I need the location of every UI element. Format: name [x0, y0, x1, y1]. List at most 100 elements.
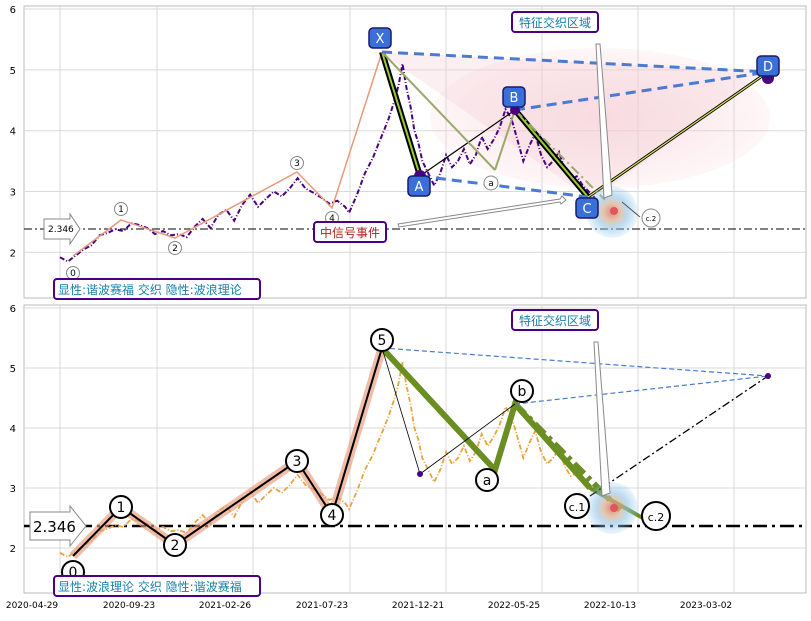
top-sub-c2-circle [641, 208, 661, 228]
top-feature-box [511, 11, 599, 33]
bottom-wave-label: c.1 [569, 501, 586, 514]
y-tick-label: 6 [10, 5, 16, 16]
bottom-wave-marker [109, 495, 133, 519]
top-c2-pointer [621, 201, 641, 218]
bottom-threshold-label: 2.346 [33, 518, 76, 536]
bottom-wave-label: a [483, 473, 492, 489]
bottom-wave-label: b [518, 384, 527, 400]
bottom-feature-label: 特征交织区域 [519, 313, 591, 328]
top-point-label: A [415, 180, 424, 195]
y-tick-label: 3 [10, 484, 16, 495]
top-wave-label: 1 [118, 205, 124, 215]
x-tick-label: 2021-12-21 [392, 601, 444, 611]
top-abcd-labels: X A B C D [368, 27, 780, 219]
top-point-box [575, 197, 599, 219]
top-wave-label: 0 [70, 269, 76, 279]
bottom-target-dot [610, 504, 618, 512]
top-signal-box [313, 221, 387, 243]
top-wave-labels: 0 1 2 3 4 [66, 156, 339, 280]
y-tick-label: 3 [10, 188, 16, 199]
bottom-wave-label: 1 [117, 500, 126, 516]
x-tick-label: 2020-09-23 [103, 601, 155, 611]
top-bc-projection [514, 109, 606, 201]
top-ab-leg [419, 109, 516, 177]
bottom-y-ticks: 2 3 4 5 6 [10, 304, 16, 555]
y-tick-label: 2 [10, 248, 16, 259]
bottom-panel-frame [23, 304, 807, 594]
top-point-box [368, 27, 392, 49]
top-xd-line [381, 50, 769, 74]
top-target-dot [610, 207, 618, 215]
top-ac-line [419, 174, 589, 199]
bottom-wave-label: 5 [378, 333, 387, 349]
top-xb-line [381, 51, 496, 171]
top-threshold-arrow [43, 212, 81, 246]
top-wave-label: 2 [172, 244, 178, 254]
top-price-series [59, 63, 596, 263]
top-wave-marker [290, 156, 304, 170]
x-tick-label: 2021-07-23 [296, 601, 348, 611]
top-signal-arrow [397, 195, 567, 228]
bottom-wave-marker [510, 379, 534, 403]
top-sub-c2-label: c.2 [646, 215, 657, 223]
top-point-label: X [376, 32, 385, 47]
bottom-threshold-arrow [29, 504, 87, 548]
bottom-labels: 0 1 2 3 4 5 a b c.1 c.2 2.346 特征交织区域 显性:波浪理论 交织 隐… [33, 309, 671, 597]
bottom-wave-marker [370, 328, 394, 352]
bottom-a-point [417, 471, 423, 477]
top-xb-line-2 [494, 109, 516, 171]
bottom-wave-marker [285, 449, 309, 473]
bottom-wave-label: 2 [171, 538, 180, 554]
bottom-b-dash [514, 375, 769, 405]
x-tick-label: 2022-05-25 [488, 601, 540, 611]
top-caption: 显性:谐波赛福 交织 隐性:波浪理论 [58, 282, 242, 297]
bottom-wave-marker [163, 533, 187, 557]
top-point-box [502, 86, 526, 108]
top-cd-leg [587, 71, 769, 198]
bottom-caption: 显性:波浪理论 交织 隐性:谐波赛福 [58, 579, 242, 594]
top-wave-marker [114, 202, 128, 216]
y-tick-label: 4 [10, 127, 16, 138]
y-tick-label: 2 [10, 544, 16, 555]
top-caption-box [53, 278, 261, 300]
xcd-triangle [380, 52, 768, 200]
bottom-caption-box [53, 575, 261, 597]
top-sub-a-label: a [488, 179, 494, 189]
top-y-ticks: 2 3 4 5 6 [10, 5, 16, 259]
bottom-upper-dash [381, 347, 769, 377]
top-point-label: C [582, 202, 591, 217]
bottom-wave-labels: 0 1 2 3 4 5 a b c.1 c.2 [61, 328, 671, 584]
x-axis-ticks: 2020-04-29 2020-09-23 2021-02-26 2021-07-23… [6, 601, 732, 611]
x-tick-label: 2021-02-26 [199, 601, 252, 611]
x-tick-label: 2020-04-29 [6, 601, 59, 611]
bottom-feature-arrow [593, 341, 611, 497]
top-threshold-label: 2.346 [48, 225, 74, 235]
top-bd-line [514, 70, 769, 112]
top-bc-leg [514, 109, 589, 198]
top-sub-a-circle [483, 175, 499, 191]
top-wave-label: 4 [329, 214, 335, 224]
top-wave-marker [168, 241, 182, 255]
top-labels: 0 1 2 3 4 X A B C D a c.2 2.346 特征交织区域 中信号事件 显性:… [43, 11, 780, 300]
y-tick-label: 5 [10, 364, 16, 375]
top-panel-content [24, 43, 806, 263]
bottom-d-point [765, 373, 771, 379]
bottom-grid [24, 305, 806, 593]
bottom-price-series [59, 361, 596, 559]
bottom-feature-box [511, 309, 599, 331]
bottom-wave-label: 4 [328, 508, 337, 524]
bottom-wave-marker [320, 503, 344, 527]
x-tick-label: 2023-03-02 [680, 601, 732, 611]
top-wave-label: 3 [294, 159, 300, 169]
top-point-box [756, 55, 780, 77]
bottom-panel: 2 3 4 5 6 2020-04-29 2020-09-23 2021-02-26 2021… [6, 304, 807, 611]
top-xa-leg [381, 51, 421, 177]
bottom-projection-line [589, 375, 769, 497]
top-signal-label: 中信号事件 [320, 225, 380, 240]
bottom-ab-thin [419, 403, 516, 475]
top-feature-label: 特征交织区域 [519, 15, 591, 30]
bottom-wave-label: 0 [69, 565, 78, 581]
y-tick-label: 5 [10, 66, 16, 77]
